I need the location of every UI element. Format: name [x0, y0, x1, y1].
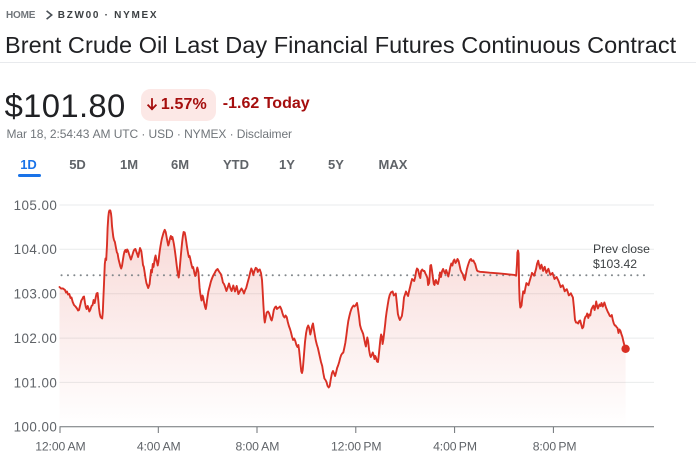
svg-text:12:00 AM: 12:00 AM: [35, 439, 85, 453]
svg-text:12:00 PM: 12:00 PM: [331, 439, 381, 453]
svg-text:102.00: 102.00: [14, 331, 58, 346]
svg-text:Prev close: Prev close: [593, 242, 650, 256]
svg-text:8:00 PM: 8:00 PM: [533, 439, 577, 453]
svg-text:105.00: 105.00: [14, 198, 58, 213]
svg-text:101.00: 101.00: [14, 375, 58, 390]
svg-text:4:00 PM: 4:00 PM: [433, 439, 477, 453]
svg-text:100.00: 100.00: [14, 420, 58, 435]
svg-text:$103.42: $103.42: [593, 257, 637, 271]
svg-text:8:00 AM: 8:00 AM: [236, 439, 280, 453]
svg-text:104.00: 104.00: [14, 242, 58, 257]
svg-text:103.00: 103.00: [14, 287, 58, 302]
svg-text:4:00 AM: 4:00 AM: [137, 439, 181, 453]
